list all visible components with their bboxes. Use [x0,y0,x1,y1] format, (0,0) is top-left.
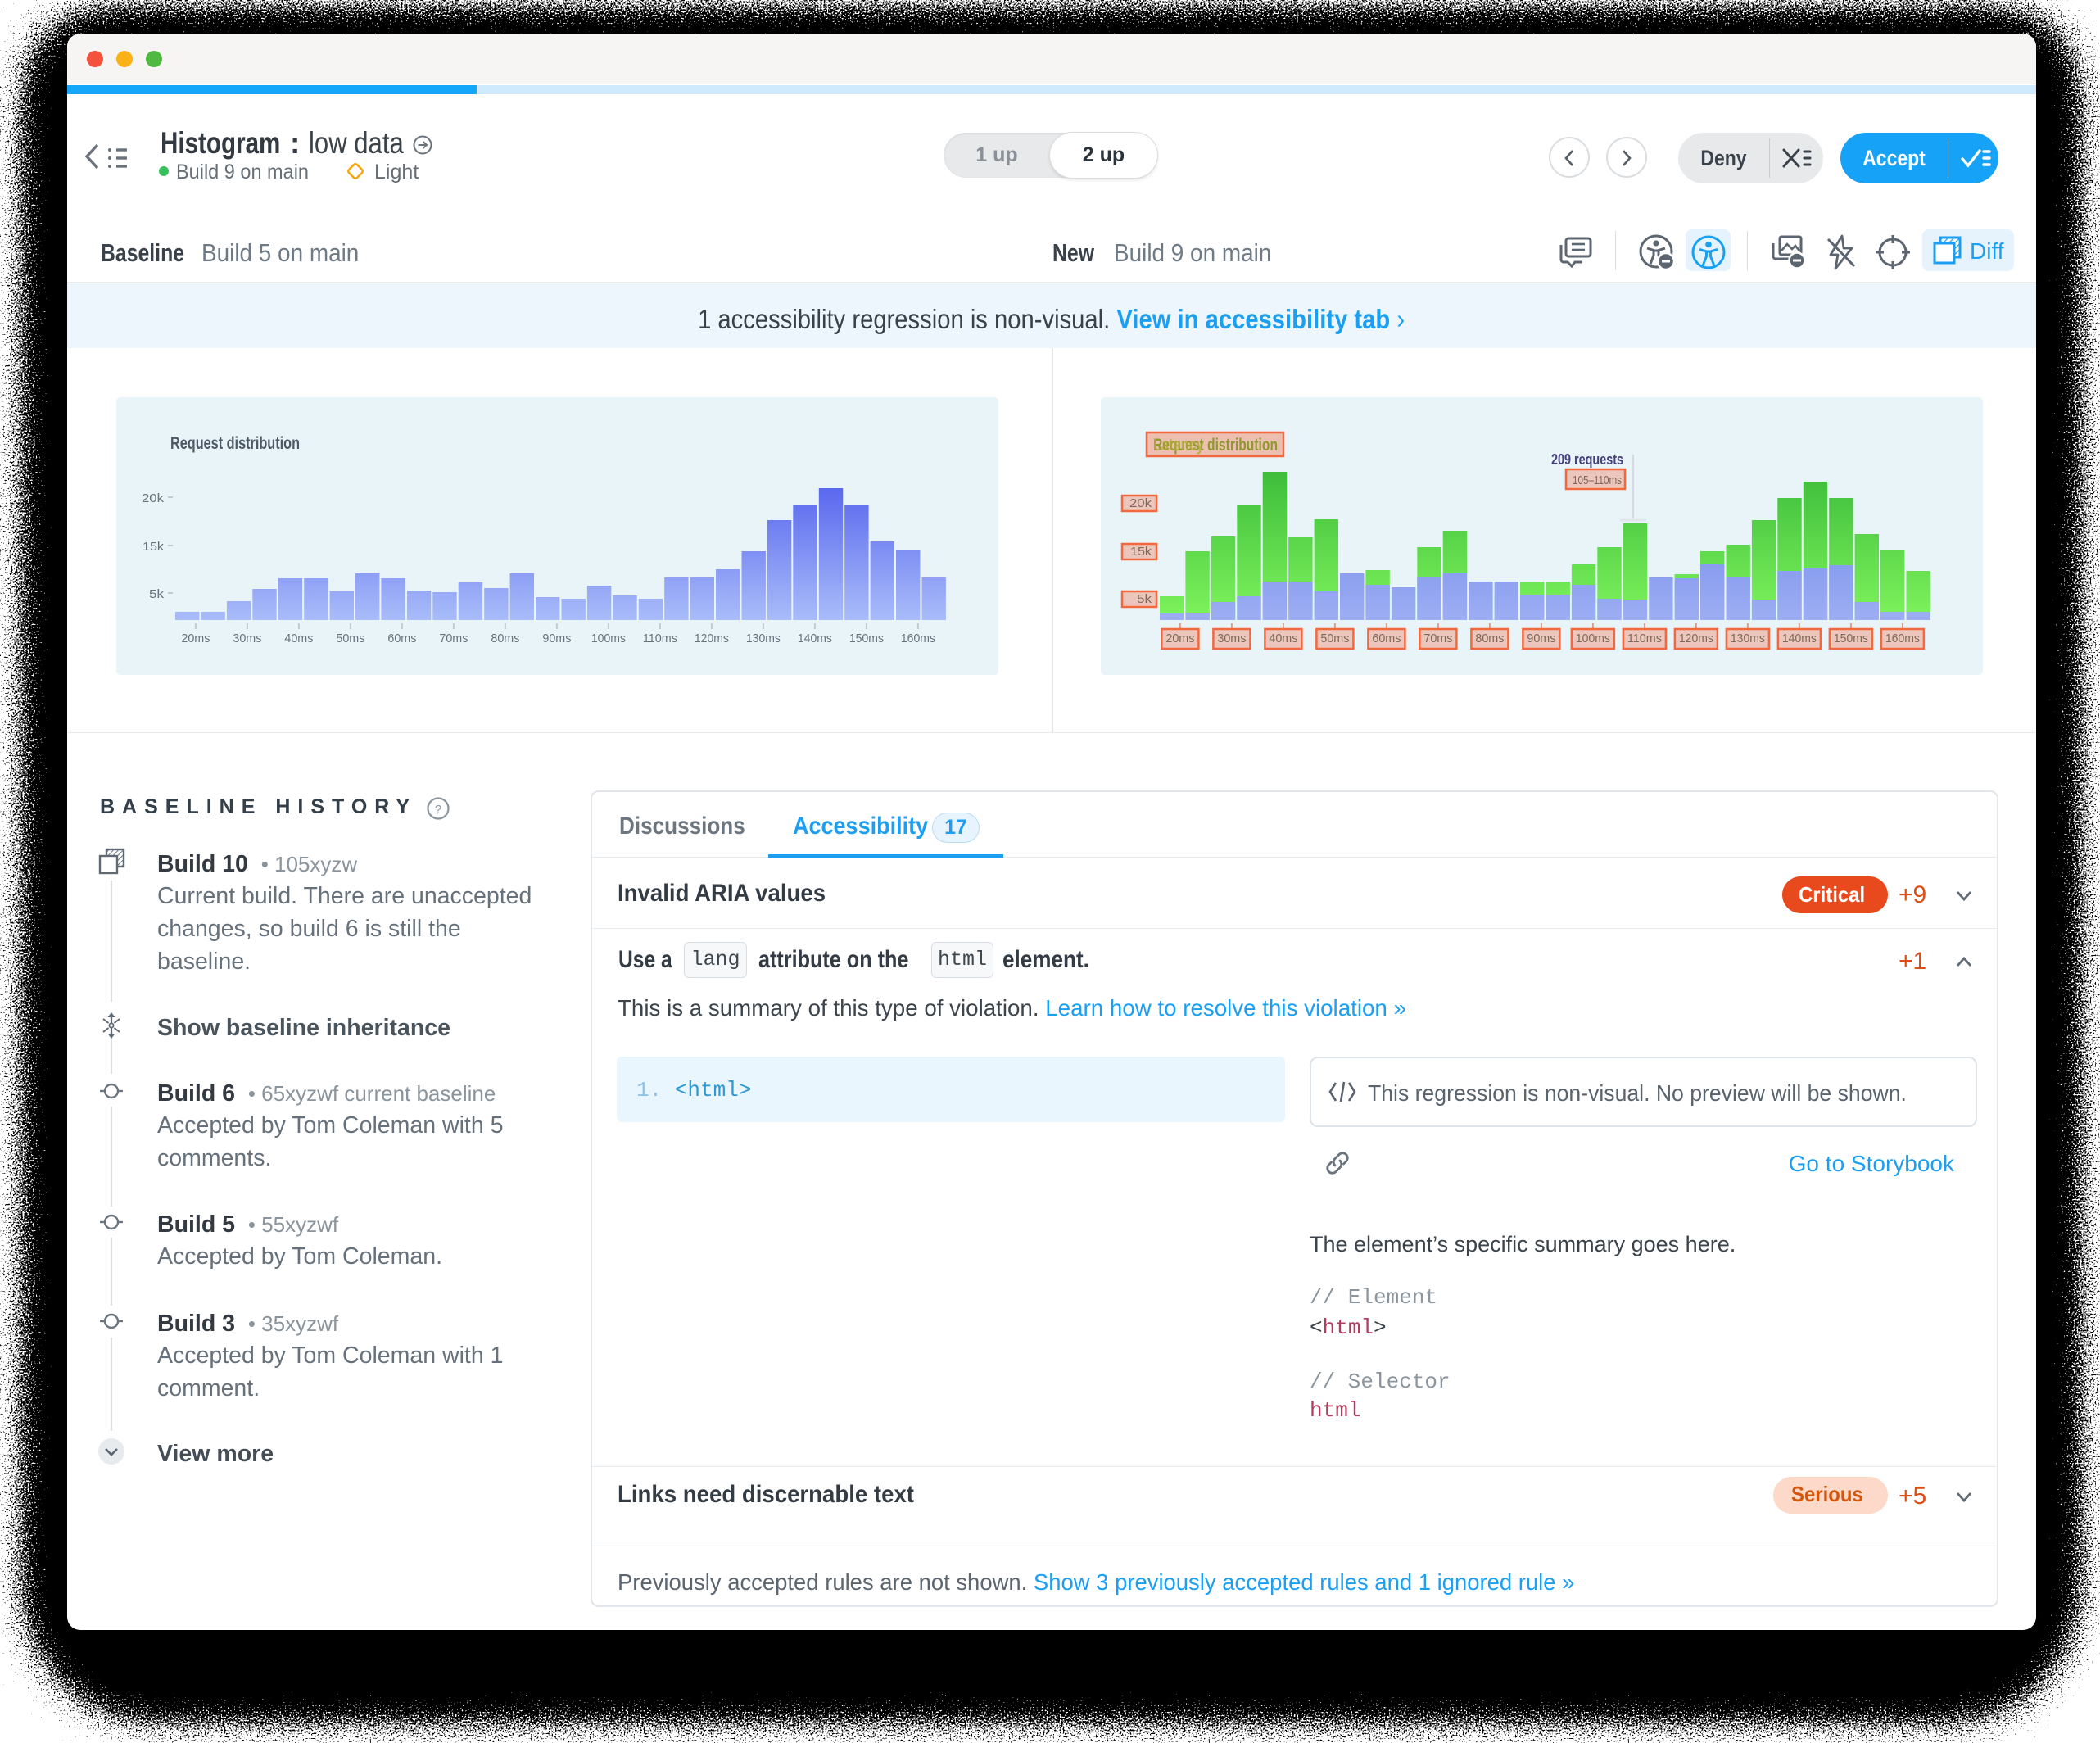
svg-text:40ms: 40ms [1269,632,1297,645]
svg-text:70ms: 70ms [1423,632,1452,645]
svg-text:60ms: 60ms [1372,632,1401,645]
svg-text:5k: 5k [149,587,165,601]
svg-text:110ms: 110ms [1627,632,1662,645]
svg-text:90ms: 90ms [542,632,571,645]
svg-text:100ms: 100ms [591,632,626,645]
svg-text:70ms: 70ms [439,632,468,645]
svg-text:15k: 15k [143,540,165,554]
svg-text:50ms: 50ms [1320,632,1349,645]
svg-text:20k: 20k [142,491,165,505]
svg-text:50ms: 50ms [336,632,364,645]
svg-text:20k: 20k [1129,496,1152,510]
svg-text:Request distribution: Request distribution [170,434,300,453]
svg-text:60ms: 60ms [387,632,416,645]
svg-text:Latency: Latency [1153,436,1204,455]
svg-text:110ms: 110ms [643,632,677,645]
svg-text:20ms: 20ms [1165,632,1194,645]
svg-text:150ms: 150ms [1834,632,1868,645]
svg-text:209 requests: 209 requests [1551,451,1623,468]
svg-text:130ms: 130ms [1731,632,1765,645]
svg-text:40ms: 40ms [284,632,313,645]
svg-text:80ms: 80ms [491,632,519,645]
svg-text:160ms: 160ms [901,632,935,645]
svg-text:15k: 15k [1130,545,1152,559]
svg-text:130ms: 130ms [746,632,781,645]
svg-text:90ms: 90ms [1527,632,1555,645]
svg-text:140ms: 140ms [1782,632,1817,645]
svg-text:140ms: 140ms [798,632,832,645]
svg-text:Request distribution: Request distribution [1153,436,1278,455]
svg-text:30ms: 30ms [1217,632,1246,645]
svg-text:30ms: 30ms [233,632,261,645]
svg-text:105–110ms: 105–110ms [1573,473,1622,487]
svg-text:?: ? [435,803,441,817]
svg-text:100ms: 100ms [1576,632,1610,645]
svg-text:80ms: 80ms [1475,632,1504,645]
svg-text:120ms: 120ms [1679,632,1713,645]
svg-text:120ms: 120ms [695,632,729,645]
svg-text:5k: 5k [1137,592,1152,606]
svg-text:160ms: 160ms [1885,632,1920,645]
svg-text:20ms: 20ms [181,632,210,645]
svg-text:150ms: 150ms [849,632,884,645]
